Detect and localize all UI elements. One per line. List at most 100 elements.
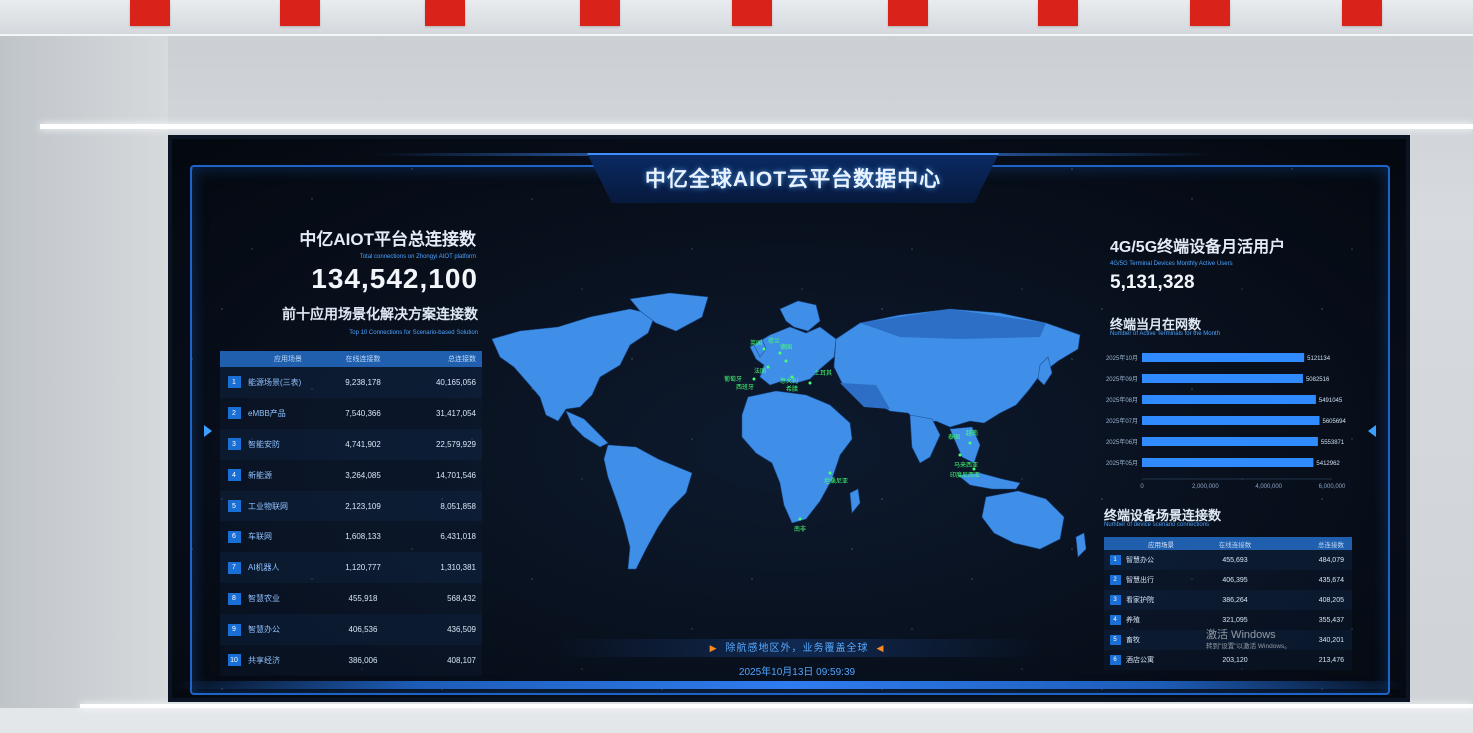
bar-category-label: 2025年10月: [1106, 354, 1138, 362]
greenland-shape: [629, 292, 709, 332]
light-strip: [80, 704, 1473, 708]
scenario-name: 智能安防: [248, 439, 280, 449]
table-row: 10 共享经济 386,006 408,107: [220, 645, 482, 676]
north-america-shape: [491, 308, 656, 422]
scenario-name: 工业物联网: [248, 501, 288, 511]
table-row: 1 智慧办公 455,693 484,079: [1104, 550, 1352, 570]
flag-decoration: [1038, 0, 1078, 26]
watermark-line1: 激活 Windows: [1206, 629, 1276, 641]
total-count: 355,437: [1318, 616, 1344, 624]
table-row: 1 能源场景(三表) 9,238,178 40,165,056: [220, 367, 482, 398]
column-header: 应用场景: [274, 356, 302, 363]
online-count: 406,536: [348, 625, 378, 635]
column-header: 在线连接数: [1218, 541, 1252, 549]
location-dot: [798, 517, 802, 521]
bar-value-label: 5412962: [1316, 461, 1340, 467]
total-count: 1,310,381: [440, 563, 476, 573]
bar-category-label: 2025年09月: [1106, 375, 1138, 383]
total-count: 408,107: [447, 655, 476, 665]
south-america-shape: [603, 444, 693, 570]
table-row: 5 工业物联网 2,123,109 8,051,858: [220, 490, 482, 522]
table-row: 7 AI机器人 1,120,777 1,310,381: [220, 552, 482, 584]
table-row: 5 畜牧 340,201: [1104, 630, 1352, 650]
location-dot: [790, 375, 794, 379]
russia-shading: [860, 309, 1046, 339]
scenario-name: 智慧农业: [248, 594, 280, 604]
central-america-shape: [565, 410, 609, 448]
flag-decoration: [1190, 0, 1230, 26]
online-count: 455,918: [348, 594, 378, 604]
online-count: 386,264: [1222, 596, 1248, 604]
scenario-name: 共享经济: [248, 655, 280, 665]
timestamp: 2025年10月13日 09:59:39: [738, 667, 856, 678]
online-count: 203,120: [1222, 656, 1248, 664]
japan-shape: [1037, 356, 1053, 386]
online-count: 3,264,085: [345, 470, 381, 480]
total-count: 436,509: [447, 625, 476, 635]
flag-decoration: [1342, 0, 1382, 26]
flag-decoration: [888, 0, 928, 26]
table-row: 4 新能源 3,264,085 14,701,546: [220, 459, 482, 491]
bottom-bar: [172, 681, 1406, 689]
europe-shape: [749, 326, 837, 386]
table-header: 应用场景 在线连接数 总连接数: [220, 351, 482, 367]
flag-decoration: [425, 0, 465, 26]
rank-badge: 4: [1109, 615, 1121, 625]
dashboard-screen: 中亿全球AIOT云平台数据中心 中亿AIOT平台总连接数 Total conne…: [168, 135, 1410, 702]
table-row: 6 酒店公寓 203,120 213,476: [1104, 650, 1352, 670]
scenario-name: 车联网: [248, 532, 272, 542]
total-count: 14,701,546: [435, 470, 476, 480]
arrow-right-icon: ▶: [709, 643, 718, 653]
location-dot: [828, 471, 832, 475]
coverage-banner: ▶ 除航感地区外，业务覆盖全球 ◀: [552, 639, 1042, 657]
total-count: 408,205: [1318, 596, 1344, 604]
country-label: 荷兰: [768, 337, 780, 345]
location-dot: [784, 359, 788, 363]
rank-badge: 6: [227, 530, 241, 543]
scenario-name: 养殖: [1126, 617, 1140, 624]
windows-activation-watermark: 激活 Windows 转到"设置"以激活 Windows。: [1206, 629, 1356, 653]
rank-badge: 7: [227, 561, 241, 574]
rank-badge: 9: [227, 623, 241, 636]
header-bar: [587, 153, 999, 203]
x-tick-label: 4,000,000: [1255, 484, 1282, 490]
bar-category-label: 2025年05月: [1106, 459, 1138, 467]
table-row: 3 看家护院 386,264 408,205: [1104, 590, 1352, 610]
country-label: 土耳其: [814, 369, 832, 377]
online-count: 406,395: [1222, 576, 1248, 584]
bar-value-label: 5605694: [1323, 419, 1347, 425]
rank-badge: 8: [227, 592, 241, 605]
rank-badge: 2: [1109, 575, 1121, 585]
scenario-name: 智慧办公: [1126, 557, 1154, 564]
scenario-name: 畜牧: [1126, 637, 1140, 644]
total-count: 568,432: [447, 594, 476, 604]
column-header: 总连接数: [1318, 541, 1344, 549]
scenario-name: 新能源: [248, 470, 272, 480]
table-row: 9 智慧办公 406,536 436,509: [220, 614, 482, 646]
middle-east-shading: [840, 383, 890, 409]
flag-decoration: [732, 0, 772, 26]
country-label: 印度尼西亚: [950, 471, 980, 479]
table-row: 3 智能安防 4,741,902 22,579,929: [220, 428, 482, 460]
flag-decoration: [280, 0, 320, 26]
country-label: 坦桑尼亚: [824, 477, 848, 485]
scenario-name: 能源场景(三表): [248, 377, 302, 387]
x-tick-label: 2,000,000: [1192, 484, 1219, 490]
table-row: 8 智慧农业 455,918 568,432: [220, 583, 482, 615]
x-tick-label: 6,000,000: [1319, 484, 1346, 490]
india-shape: [909, 414, 941, 464]
table-body: 1 智慧办公 455,693 484,079 2 智慧出行 406,395 435,674 3 看…: [1104, 550, 1352, 670]
total-count: 6,431,018: [440, 532, 476, 542]
online-count: 9,238,178: [345, 377, 381, 387]
country-label: 马来西亚: [954, 461, 978, 469]
table-body: 1 能源场景(三表) 9,238,178 40,165,056 2 eMBB产品 7,540…: [220, 367, 482, 676]
rank-badge: 3: [1109, 595, 1121, 605]
bar-value-label: 5553871: [1321, 440, 1345, 446]
table-row: 4 养殖 321,095 355,437: [1104, 610, 1352, 630]
total-count: 8,051,858: [440, 501, 476, 511]
monthly-online-title: 终端当月在网数: [1110, 317, 1202, 332]
country-label: 葡萄牙: [724, 375, 742, 383]
online-count: 2,123,109: [345, 501, 381, 511]
